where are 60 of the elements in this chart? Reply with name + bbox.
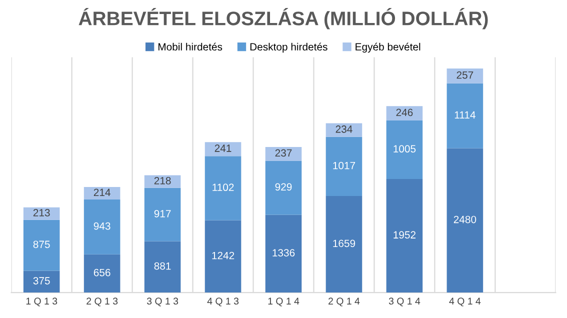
data-label: 1114 bbox=[454, 111, 476, 119]
x-tick-label: 3 Q 1 3 bbox=[146, 298, 178, 306]
bar bbox=[204, 156, 242, 220]
data-label: 943 bbox=[94, 222, 110, 230]
bar bbox=[204, 220, 242, 293]
data-label: 929 bbox=[275, 183, 292, 191]
data-label: 2480 bbox=[454, 216, 476, 224]
bar bbox=[84, 187, 120, 200]
legend-label: Mobil hirdetés bbox=[158, 42, 222, 51]
bar bbox=[446, 68, 484, 84]
x-tick-label: 1 Q 1 4 bbox=[268, 298, 300, 306]
bar bbox=[386, 120, 423, 179]
data-label: 246 bbox=[396, 108, 413, 116]
bar bbox=[204, 142, 242, 156]
legend-label: Desktop hirdetés bbox=[250, 42, 328, 53]
data-label: 1017 bbox=[333, 162, 356, 170]
bar bbox=[265, 160, 302, 215]
bar bbox=[23, 270, 60, 293]
bar bbox=[386, 106, 423, 120]
bar bbox=[23, 220, 60, 271]
bar bbox=[144, 188, 181, 242]
legend-label: Egyéb bevétel bbox=[356, 42, 420, 53]
data-label: 881 bbox=[154, 262, 171, 270]
bar bbox=[386, 178, 423, 293]
chart-title: ÁRBEVÉTEL ELOSZLÁSA (MILLIÓ DOLLÁR) bbox=[78, 8, 488, 30]
x-tick-label: 4 Q 1 4 bbox=[449, 298, 481, 306]
bar bbox=[144, 175, 181, 188]
data-label: 875 bbox=[33, 240, 50, 248]
bar bbox=[326, 123, 362, 137]
data-label: 213 bbox=[33, 209, 50, 216]
bar bbox=[326, 136, 362, 196]
x-tick-label: 1 Q 1 3 bbox=[26, 298, 58, 306]
data-label: 1102 bbox=[212, 184, 234, 192]
x-tick-label: 3 Q 1 4 bbox=[388, 298, 420, 306]
bar bbox=[265, 214, 302, 293]
data-label: 1659 bbox=[333, 240, 356, 248]
data-label: 917 bbox=[154, 210, 171, 218]
data-label: 1336 bbox=[272, 249, 295, 256]
data-label: 237 bbox=[275, 149, 292, 157]
data-label: 375 bbox=[33, 277, 50, 284]
bar bbox=[446, 83, 484, 148]
data-label: 656 bbox=[94, 268, 110, 276]
data-label: 1242 bbox=[212, 252, 234, 260]
bar bbox=[144, 241, 181, 293]
x-tick-label: 2 Q 1 3 bbox=[86, 298, 118, 306]
bar bbox=[446, 148, 484, 293]
bar bbox=[265, 146, 302, 161]
data-label: 1952 bbox=[394, 231, 416, 239]
bar bbox=[326, 196, 362, 293]
data-label: 234 bbox=[336, 125, 352, 133]
x-tick-label: 4 Q 1 3 bbox=[207, 298, 239, 306]
bar bbox=[23, 207, 60, 220]
data-label: 241 bbox=[214, 144, 232, 152]
data-label: 1005 bbox=[394, 145, 416, 153]
data-label: 214 bbox=[94, 188, 110, 196]
x-tick-label: 2 Q 1 4 bbox=[328, 298, 360, 306]
data-label: 257 bbox=[456, 71, 474, 79]
data-label: 218 bbox=[154, 177, 171, 184]
bar bbox=[84, 254, 120, 293]
bar bbox=[84, 200, 120, 254]
